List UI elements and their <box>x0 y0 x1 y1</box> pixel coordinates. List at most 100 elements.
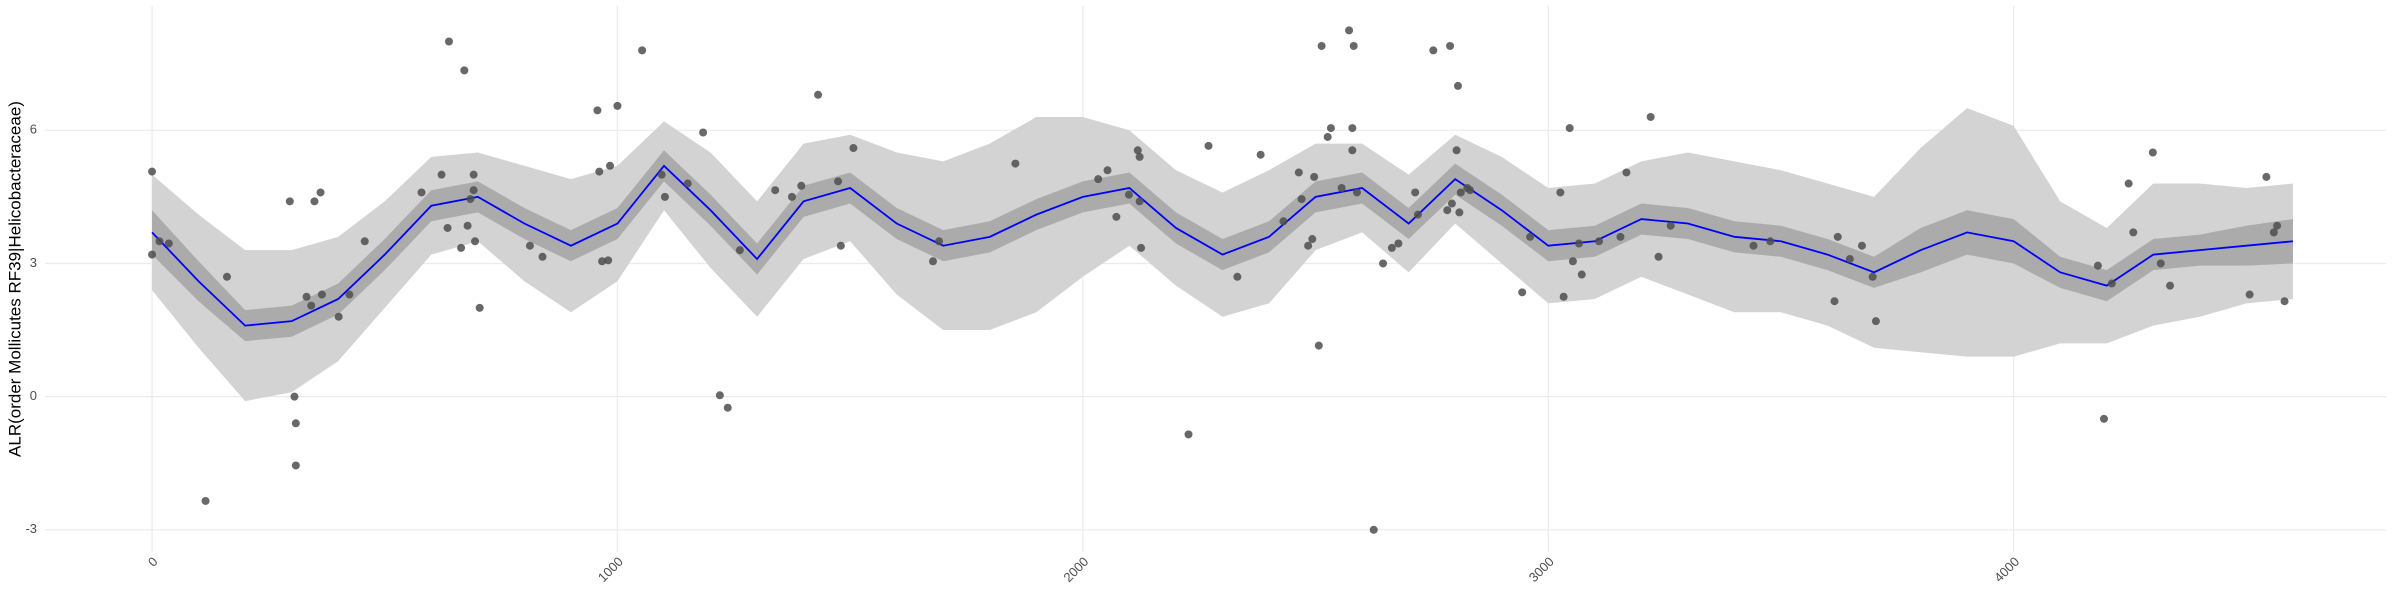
data-point <box>1447 199 1456 208</box>
data-point <box>604 256 613 265</box>
data-point <box>1124 190 1133 199</box>
data-point <box>1452 146 1461 155</box>
data-point <box>935 237 944 246</box>
data-point <box>1387 243 1396 252</box>
data-point <box>1845 255 1854 264</box>
data-point <box>1314 341 1323 350</box>
data-point <box>466 195 475 204</box>
data-point <box>723 403 732 412</box>
data-point <box>2280 297 2289 306</box>
data-point <box>1011 159 1020 168</box>
data-point <box>1518 288 1527 297</box>
data-point <box>155 237 164 246</box>
data-point <box>1184 430 1193 439</box>
data-point <box>1135 152 1144 161</box>
data-point <box>1568 257 1577 266</box>
data-point <box>1654 252 1663 261</box>
data-point <box>285 197 294 206</box>
data-point <box>1233 272 1242 281</box>
data-point <box>1304 241 1313 250</box>
data-point <box>1456 188 1465 197</box>
data-point <box>638 46 647 55</box>
data-point <box>849 144 858 153</box>
data-point <box>437 170 446 179</box>
data-point <box>1294 168 1303 177</box>
data-point <box>1766 237 1775 246</box>
data-point <box>1455 208 1464 217</box>
data-point <box>2262 172 2271 181</box>
data-point <box>1317 41 1326 50</box>
data-point <box>593 106 602 115</box>
data-point <box>525 241 534 250</box>
data-point <box>1559 292 1568 301</box>
data-point <box>2107 279 2116 288</box>
data-point <box>836 241 845 250</box>
data-point <box>683 179 692 188</box>
data-point <box>1137 243 1146 252</box>
data-point <box>814 90 823 99</box>
data-point <box>2166 281 2175 290</box>
smooth-line <box>151 164 2294 327</box>
data-point <box>1352 188 1361 197</box>
data-point <box>1453 81 1462 90</box>
data-point <box>2245 290 2254 299</box>
data-point <box>787 192 796 201</box>
data-point <box>1135 197 1144 206</box>
data-point <box>735 246 744 255</box>
data-point <box>1349 41 1358 50</box>
data-point <box>1369 525 1378 534</box>
data-point <box>302 292 311 301</box>
data-point <box>1622 168 1631 177</box>
data-point <box>715 391 724 400</box>
data-point <box>222 272 231 281</box>
data-point <box>1379 259 1388 268</box>
data-point <box>1112 212 1121 221</box>
data-point <box>1857 241 1866 250</box>
data-point <box>1526 232 1535 241</box>
data-point <box>469 186 478 195</box>
data-point <box>2273 221 2282 230</box>
y-tick-label: -3 <box>25 521 37 536</box>
data-point <box>1413 210 1422 219</box>
data-point <box>444 37 453 46</box>
data-point <box>291 461 300 470</box>
data-point <box>463 221 472 230</box>
data-point <box>2129 228 2138 237</box>
data-point <box>1594 237 1603 246</box>
data-point <box>1345 26 1354 35</box>
data-point <box>2269 228 2278 237</box>
data-point <box>1830 297 1839 306</box>
data-point <box>1443 206 1452 215</box>
data-point <box>469 170 478 179</box>
confidence-band <box>152 150 2293 342</box>
data-point <box>595 167 604 176</box>
data-point <box>2124 179 2133 188</box>
data-point <box>307 301 316 310</box>
data-point <box>1256 150 1265 159</box>
data-point <box>538 252 547 261</box>
data-point <box>310 197 319 206</box>
data-point <box>1565 124 1574 133</box>
data-point <box>2148 148 2157 157</box>
data-point <box>290 392 299 401</box>
data-point <box>660 192 669 201</box>
data-point <box>1323 132 1332 141</box>
data-point <box>201 496 210 505</box>
data-point <box>1466 186 1475 195</box>
data-point <box>657 170 666 179</box>
data-point <box>1556 188 1565 197</box>
data-point <box>345 290 354 299</box>
data-point <box>1446 41 1455 50</box>
data-point <box>1297 195 1306 204</box>
data-point <box>598 257 607 266</box>
y-tick-label: 6 <box>30 122 37 137</box>
data-point <box>475 303 484 312</box>
data-point <box>1394 239 1403 248</box>
data-point <box>460 66 469 75</box>
data-point <box>1103 166 1112 175</box>
data-point <box>2093 261 2102 270</box>
data-point <box>1749 241 1758 250</box>
data-point <box>834 177 843 186</box>
